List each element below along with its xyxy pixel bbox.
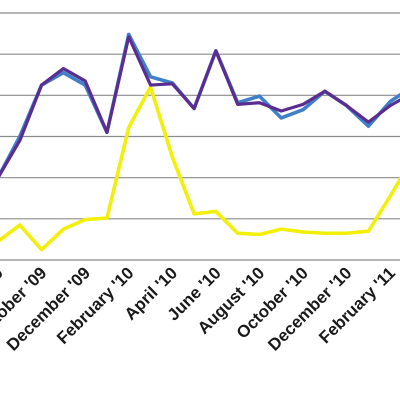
series-line-3 xyxy=(0,85,400,252)
series-lines xyxy=(0,32,400,252)
x-tick-label: '09 xyxy=(0,263,7,293)
series-line-2 xyxy=(0,35,400,178)
